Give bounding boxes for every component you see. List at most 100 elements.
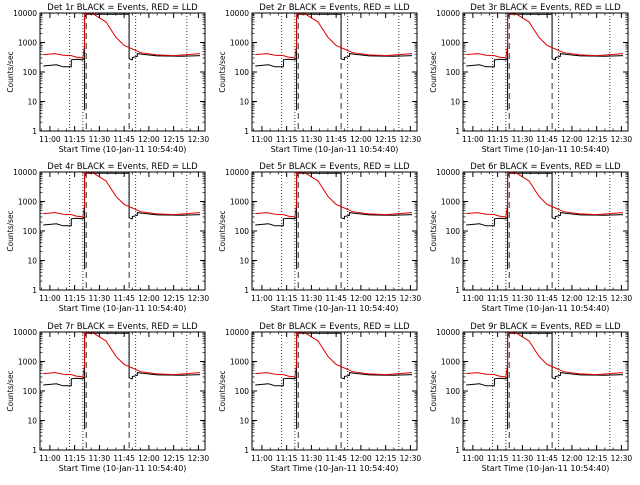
y-tick-label: 100 (235, 387, 250, 396)
plot-frame (462, 171, 629, 291)
x-tick-label: 11:30 (301, 294, 323, 303)
x-tick-label: 12:00 (561, 454, 583, 463)
y-tick-label: 100 (23, 227, 38, 236)
x-tick-label: 11:15 (276, 135, 298, 144)
y-tick-label: 10 (450, 257, 460, 266)
y-axis-label: Counts/sec (6, 210, 15, 251)
x-tick-label: 11:15 (64, 294, 86, 303)
y-tick-label: 10000 (436, 328, 460, 337)
x-tick-label: 11:00 (462, 454, 484, 463)
x-tick-label: 11:30 (512, 294, 534, 303)
x-tick-label: 11:45 (536, 135, 558, 144)
y-tick-label: 100 (446, 227, 461, 236)
y-tick-label: 10 (27, 98, 37, 107)
plot-frame (39, 331, 206, 451)
series-line-lld (255, 13, 413, 59)
y-tick-label: 1000 (230, 39, 249, 48)
detector-panel: Det 2r BLACK = Events, RED = LLD Counts/s… (218, 3, 421, 154)
y-tick-label: 10 (239, 417, 249, 426)
x-tick-label: 12:00 (138, 135, 160, 144)
x-tick-label: 11:15 (487, 135, 509, 144)
y-tick-label: 100 (23, 68, 38, 77)
y-tick-label: 1000 (18, 358, 37, 367)
x-tick-label: 11:45 (325, 454, 347, 463)
y-tick-label: 100 (23, 387, 38, 396)
x-tick-label: 11:45 (325, 135, 347, 144)
series-line-lld (43, 332, 201, 378)
x-axis-label: Start Time (10-Jan-11 10:54:40) (59, 464, 187, 473)
y-tick-label: 1 (32, 286, 37, 295)
y-tick-label: 100 (235, 227, 250, 236)
x-tick-label: 11:45 (113, 135, 135, 144)
x-tick-label: 12:15 (163, 135, 185, 144)
series-line-events (255, 13, 413, 111)
x-tick-label: 12:00 (350, 135, 372, 144)
detector-panel: Det 3r BLACK = Events, RED = LLD Counts/s… (429, 3, 632, 154)
x-axis-label: Start Time (10-Jan-11 10:54:40) (482, 464, 610, 473)
x-tick-label: 12:15 (163, 294, 185, 303)
x-tick-label: 12:30 (611, 135, 633, 144)
x-tick-label: 11:30 (301, 135, 323, 144)
x-tick-label: 11:30 (512, 454, 534, 463)
y-tick-label: 10 (27, 417, 37, 426)
x-tick-label: 11:15 (64, 135, 86, 144)
series-line-lld (43, 172, 201, 218)
y-axis-label: Counts/sec (429, 210, 438, 251)
y-tick-label: 1 (32, 127, 37, 136)
x-tick-label: 11:45 (113, 454, 135, 463)
y-tick-label: 10000 (225, 328, 249, 337)
x-tick-label: 11:00 (462, 135, 484, 144)
series-line-events (466, 172, 624, 270)
y-tick-label: 100 (446, 68, 461, 77)
series-line-events (255, 172, 413, 270)
x-tick-label: 11:45 (536, 454, 558, 463)
x-tick-label: 12:00 (138, 294, 160, 303)
x-tick-label: 12:15 (375, 294, 397, 303)
panel-title: Det 9r BLACK = Events, RED = LLD (470, 322, 621, 332)
y-tick-label: 1 (244, 127, 249, 136)
x-tick-label: 12:15 (586, 454, 608, 463)
y-tick-label: 1 (455, 446, 460, 455)
y-tick-label: 10 (27, 257, 37, 266)
panel-title: Det 2r BLACK = Events, RED = LLD (259, 3, 410, 13)
x-tick-label: 11:00 (251, 135, 273, 144)
y-tick-label: 10 (239, 98, 249, 107)
x-tick-label: 11:00 (462, 294, 484, 303)
x-tick-label: 11:00 (39, 454, 61, 463)
x-tick-label: 11:00 (39, 294, 61, 303)
x-axis-label: Start Time (10-Jan-11 10:54:40) (482, 145, 610, 154)
y-tick-label: 1 (32, 446, 37, 455)
x-tick-label: 12:15 (586, 294, 608, 303)
y-tick-label: 1 (244, 286, 249, 295)
x-tick-label: 11:15 (276, 454, 298, 463)
plot-frame (251, 331, 418, 451)
y-axis-label: Counts/sec (6, 51, 15, 92)
detector-panel: Det 7r BLACK = Events, RED = LLD Counts/s… (6, 322, 209, 473)
x-tick-label: 12:30 (188, 454, 210, 463)
series-line-events (43, 172, 201, 270)
x-tick-label: 12:15 (375, 135, 397, 144)
y-axis-label: Counts/sec (6, 370, 15, 411)
y-tick-label: 1000 (230, 198, 249, 207)
y-tick-label: 1000 (18, 39, 37, 48)
x-tick-label: 11:00 (251, 294, 273, 303)
x-tick-label: 12:00 (350, 454, 372, 463)
series-line-lld (255, 172, 413, 218)
series-line-lld (255, 332, 413, 378)
y-axis-label: Counts/sec (429, 51, 438, 92)
y-tick-label: 1000 (441, 358, 460, 367)
panel-title: Det 5r BLACK = Events, RED = LLD (259, 162, 410, 172)
panel-title: Det 3r BLACK = Events, RED = LLD (470, 3, 621, 13)
series-line-events (43, 13, 201, 111)
plot-frame (39, 171, 206, 291)
x-tick-label: 12:30 (400, 294, 422, 303)
x-tick-label: 12:00 (561, 135, 583, 144)
x-tick-label: 11:00 (39, 135, 61, 144)
x-tick-label: 11:15 (487, 294, 509, 303)
y-tick-label: 100 (235, 68, 250, 77)
x-tick-label: 12:30 (400, 135, 422, 144)
y-tick-label: 10000 (13, 168, 37, 177)
y-tick-label: 100 (446, 387, 461, 396)
x-tick-label: 11:45 (536, 294, 558, 303)
series-line-lld (466, 332, 624, 378)
